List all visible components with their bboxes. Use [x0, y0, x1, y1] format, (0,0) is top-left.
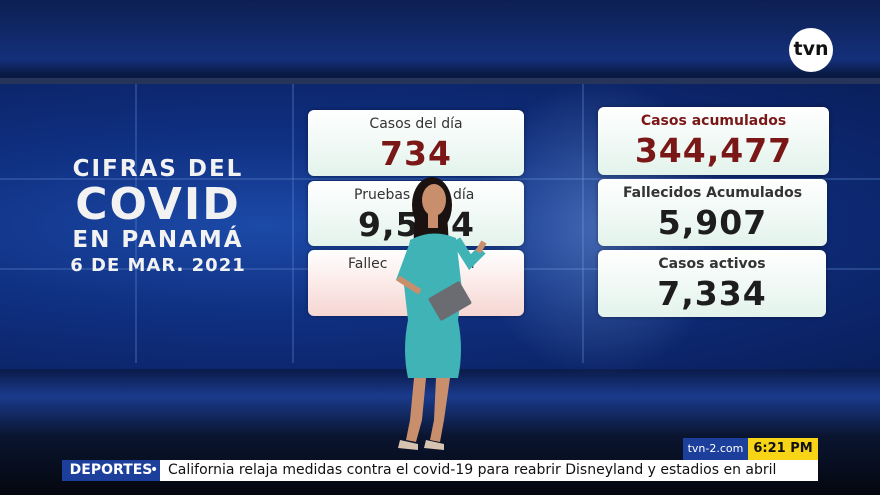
- value-fragment: 9,5: [358, 205, 420, 244]
- stat-value: 344,477: [634, 131, 793, 170]
- stat-label: Casos activos: [658, 256, 766, 272]
- website-tag: tvn-2.com: [683, 438, 748, 460]
- stat-label: Casos acumulados: [640, 113, 787, 129]
- wall-seam: [292, 84, 294, 363]
- stat-card: Fallecidos Acumulados 5,907: [598, 179, 827, 246]
- presenter: [396, 177, 487, 450]
- stat-label: Fallecidos Acumulados: [622, 185, 803, 201]
- wall-seam: [0, 178, 880, 180]
- title-line: EN PANAMÁ: [72, 227, 244, 253]
- stat-card: Casos activos 7,334: [598, 250, 826, 317]
- stat-label: Pruebas día: [308, 187, 524, 205]
- ticker-separator: •: [150, 462, 159, 478]
- stat-label: Casos del día: [369, 116, 463, 132]
- clock: 6:21 PM: [748, 438, 818, 460]
- stat-value: 734: [380, 134, 452, 173]
- stat-value: 7,334: [657, 274, 767, 313]
- title-line: CIFRAS DEL: [72, 156, 244, 182]
- title-date: 6 DE MAR. 2021: [70, 255, 246, 276]
- value-fragment: 4: [451, 205, 475, 244]
- title-panel: CIFRAS DEL COVID EN PANAMÁ 6 DE MAR. 202…: [40, 158, 276, 275]
- wall-seam: [135, 84, 137, 363]
- stat-card: Casos del día 734: [308, 110, 524, 176]
- label-fragment: día: [453, 187, 475, 203]
- label-fragment: Pruebas: [354, 187, 411, 203]
- wall-seam: [582, 84, 584, 363]
- channel-logo: tvn: [789, 28, 833, 72]
- stat-value: 9,5 4: [308, 205, 524, 245]
- stat-card: Casos acumulados 344,477: [598, 107, 829, 175]
- ticker-headline: California relaja medidas contra el covi…: [168, 462, 777, 478]
- ticker-section: DEPORTES: [62, 460, 160, 481]
- title-line: COVID: [75, 179, 241, 230]
- stat-value: 5,907: [657, 203, 768, 242]
- label-fragment: Fallec: [348, 256, 388, 272]
- news-ticker: DEPORTES • California relaja medidas con…: [62, 460, 818, 481]
